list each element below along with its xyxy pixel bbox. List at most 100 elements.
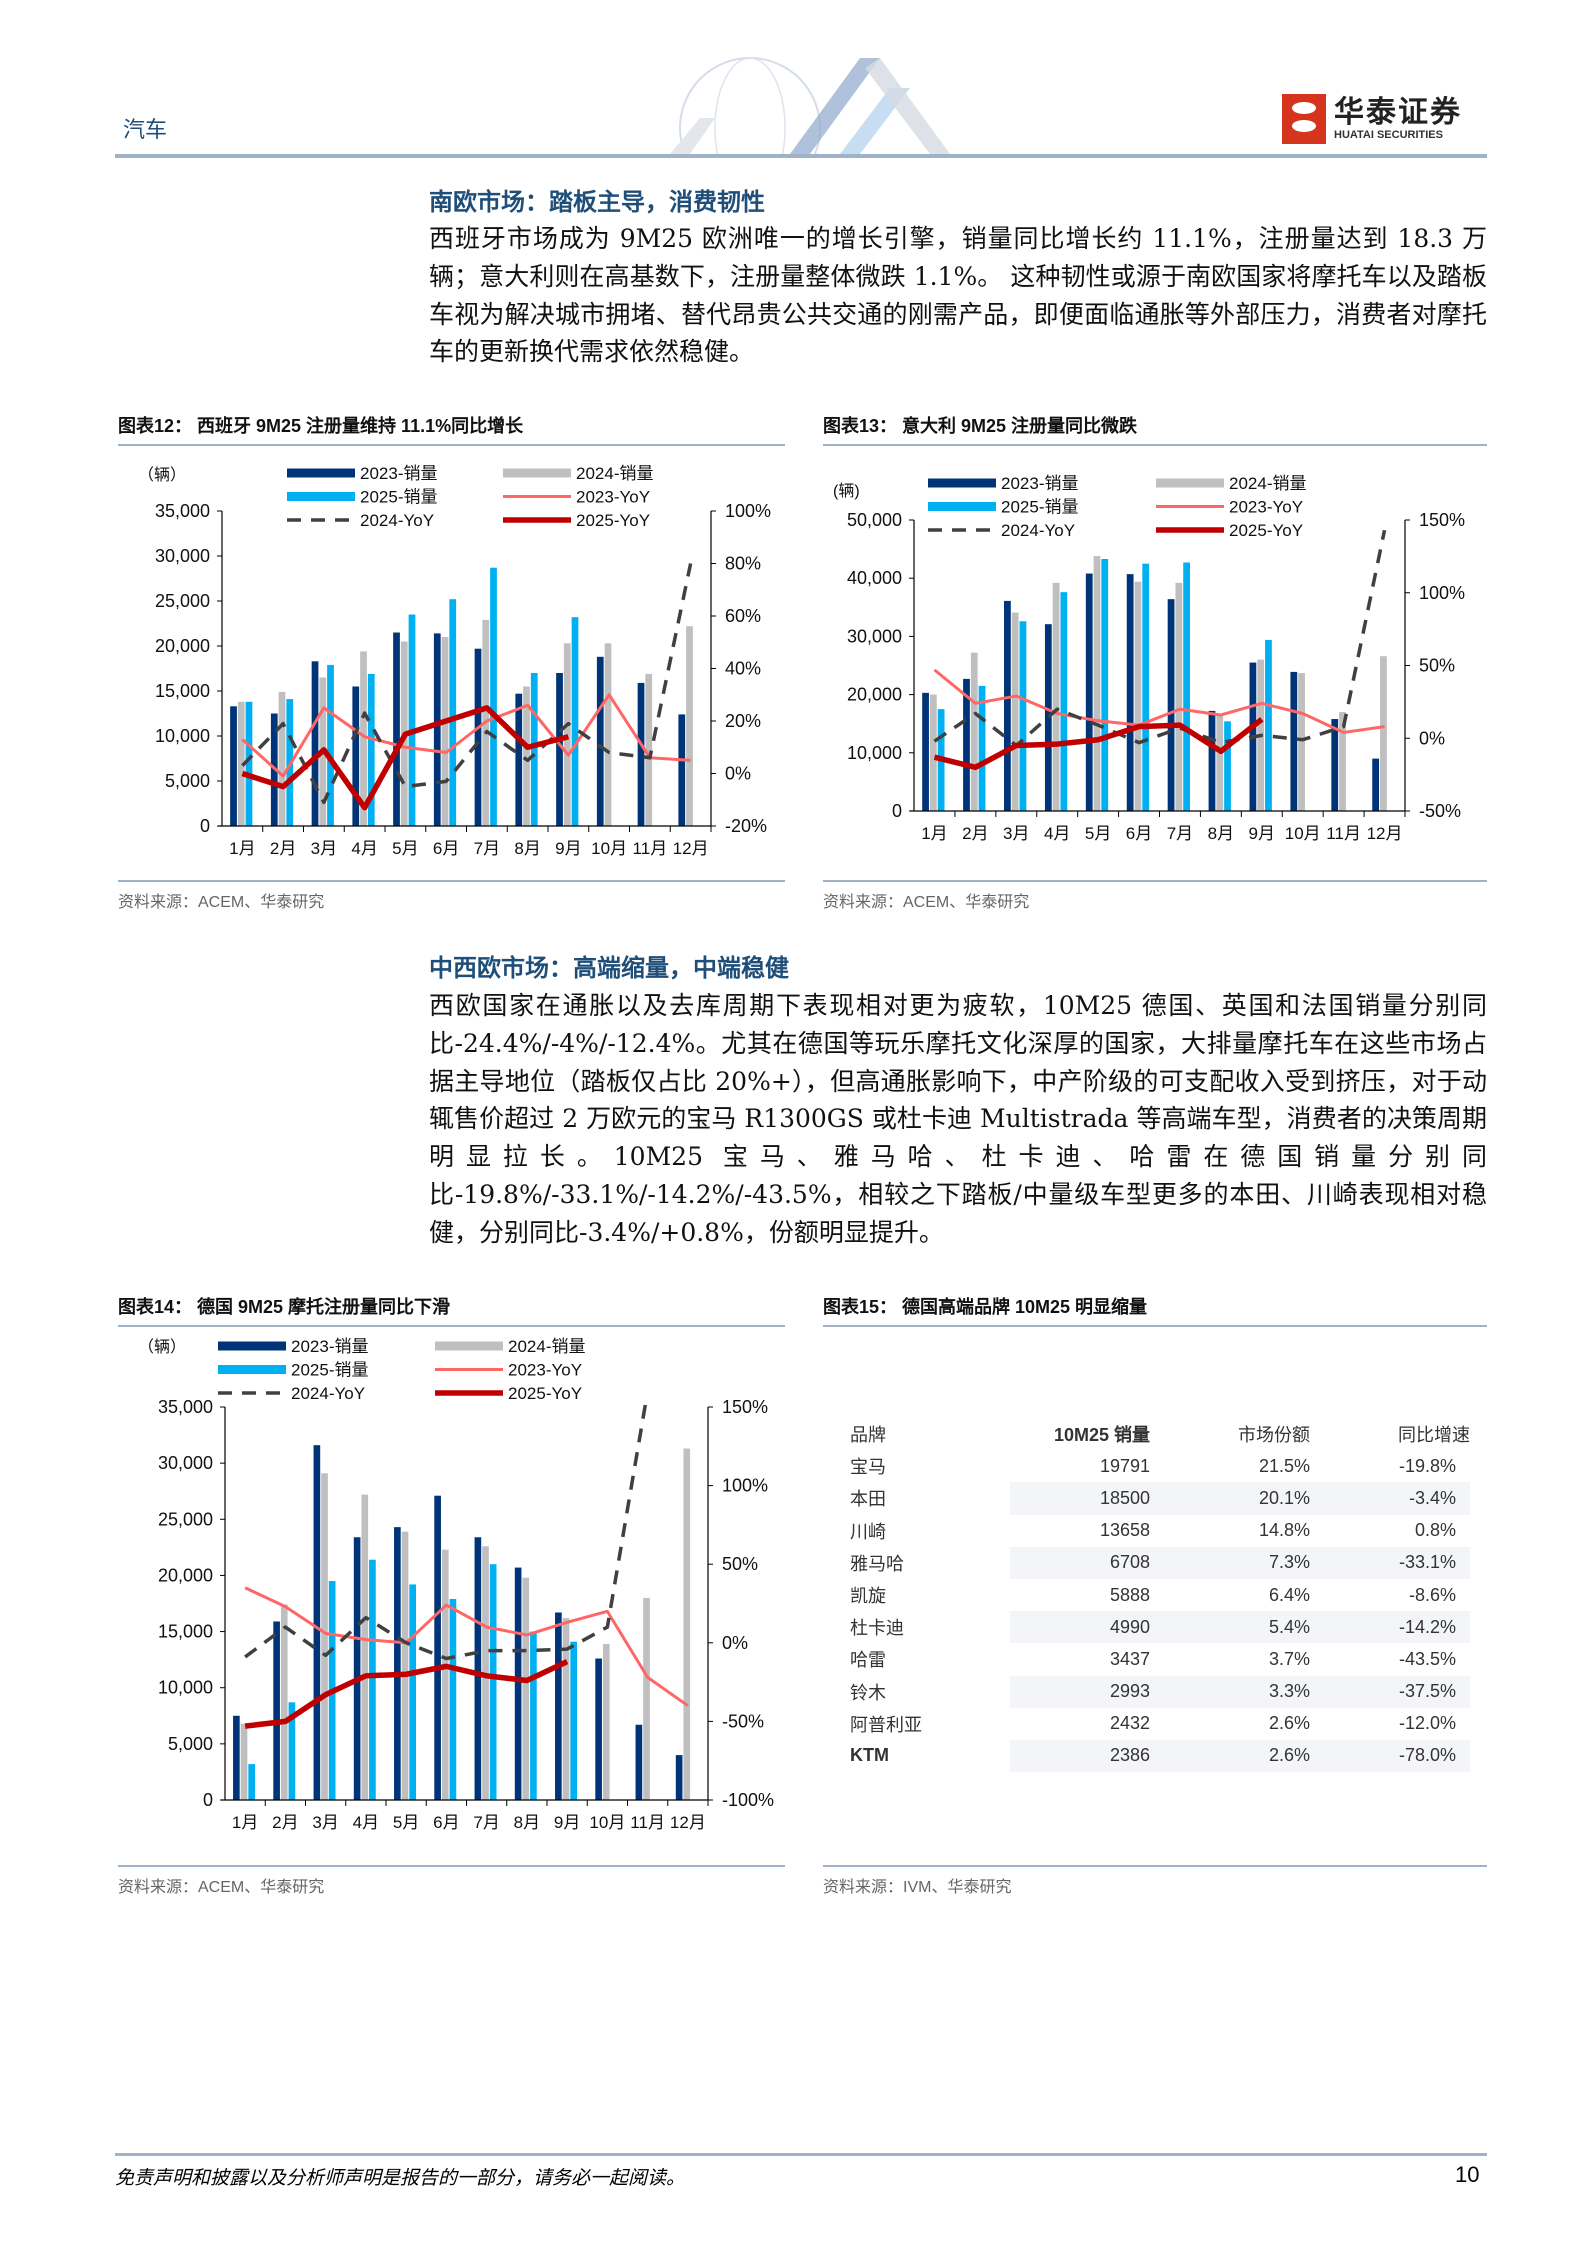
col-brand: 品牌 (850, 1425, 886, 1446)
y2-tick-label: 100% (1419, 583, 1465, 603)
table-row: 本田 18500 20.1% -3.4% (850, 1482, 1470, 1515)
header-divider (115, 154, 1487, 158)
bar-2024-销量-6月 (1134, 581, 1142, 811)
bar-2023-销量-5月 (394, 1527, 401, 1800)
brand-name: 宝马 (850, 1457, 886, 1478)
table-header-row: 品牌 10M25 销量 市场份额 同比增速 (850, 1418, 1470, 1450)
bar-2024-销量-7月 (1175, 582, 1183, 811)
y2-tick-label: 80% (725, 554, 761, 574)
y2-tick-label: -50% (722, 1711, 764, 1731)
bar-2024-销量-2月 (280, 1604, 288, 1800)
bar-2025-销量-7月 (1183, 562, 1191, 811)
line-2025-YoY (933, 717, 1264, 771)
line-2024-YoY (933, 529, 1387, 748)
brand-yoy: -19.8% (1398, 1455, 1456, 1476)
germany-brand-table: 品牌 10M25 销量 市场份额 同比增速 宝马 19791 21.5% -19.8%… (850, 1418, 1470, 1773)
bar-2024-销量-8月 (522, 1577, 530, 1800)
brand-name: 哈雷 (850, 1650, 886, 1671)
bar-2025-销量-6月 (449, 1599, 457, 1800)
y-tick-label: 50,000 (847, 510, 902, 530)
bar-2023-销量-8月 (514, 1567, 522, 1800)
figure-14-title: 图表14： 德国 9M25 摩托注册量同比下滑 (118, 1293, 785, 1327)
y2-tick-label: 100% (725, 501, 771, 521)
bar-2024-销量-11月 (645, 673, 653, 826)
legend-label: 2025-销量 (291, 1361, 368, 1380)
bar-2023-销量-4月 (353, 1537, 361, 1800)
y-tick-label: 20,000 (847, 685, 902, 705)
brand-yoy: -14.2% (1310, 1611, 1470, 1644)
brand-yoy: 0.8% (1414, 1520, 1456, 1541)
section-heading-south-europe: 南欧市场：踏板主导，消费韧性 (429, 187, 765, 216)
y-tick-label: 30,000 (158, 1453, 213, 1473)
legend-label: 2024-YoY (360, 511, 434, 530)
y-tick-label: 20,000 (158, 1565, 213, 1585)
bar-2024-销量-12月 (686, 626, 693, 826)
bar-2024-销量-4月 (1052, 582, 1060, 811)
x-tick-label: 10月 (591, 839, 627, 858)
brand-sales: 2386 (1010, 1739, 1150, 1773)
bar-2023-销量-12月 (675, 1755, 683, 1800)
x-tick-label: 3月 (311, 839, 337, 858)
bar-2024-销量-10月 (1298, 673, 1305, 811)
bar-2025-销量-2月 (288, 1702, 296, 1800)
brand-share: 2.6% (1150, 1739, 1310, 1773)
legend-label: 2023-销量 (1001, 474, 1078, 493)
line-2025-YoY (244, 1659, 569, 1729)
table-row: 雅马哈 6708 7.3% -33.1% (850, 1546, 1470, 1579)
figure-15-source: 资料来源：IVM、华泰研究 (823, 1865, 1487, 1897)
line-2023-YoY (244, 1586, 689, 1707)
brand-sales: 6708 (1010, 1546, 1150, 1579)
x-tick-label: 5月 (1085, 824, 1111, 843)
y2-tick-label: 150% (722, 1397, 768, 1417)
section-heading-central-west-europe: 中西欧市场：高端缩量，中端稳健 (429, 953, 789, 982)
legend-label: 2023-销量 (291, 1337, 368, 1356)
bar-2023-销量-10月 (596, 656, 604, 826)
col-share: 市场份额 (1238, 1425, 1310, 1446)
brand-yoy: -43.5% (1398, 1648, 1456, 1669)
bar-2025-销量-4月 (369, 1559, 376, 1800)
bar-2023-销量-2月 (963, 678, 970, 811)
figure-15-title: 图表15： 德国高端品牌 10M25 明显缩量 (823, 1293, 1487, 1327)
section-body-south-europe: 西班牙市场成为 9M25 欧洲唯一的增长引擎，销量同比增长约 11.1%，注册量… (429, 224, 1487, 367)
bar-2023-销量-3月 (1004, 600, 1011, 811)
huatai-logo: 华泰证券 HUATAI SECURITIES (1282, 92, 1492, 146)
bar-2025-销量-8月 (1224, 721, 1231, 811)
y-tick-label: 25,000 (155, 591, 210, 611)
bar-2023-销量-9月 (556, 673, 563, 826)
legend-label: 2025-销量 (1001, 498, 1078, 517)
table-row: 凯旋 5888 6.4% -8.6% (850, 1579, 1470, 1611)
bar-2023-销量-2月 (273, 1621, 280, 1800)
x-tick-label: 8月 (514, 1813, 540, 1832)
y-tick-label: 30,000 (155, 546, 210, 566)
bar-2024-销量-4月 (360, 651, 367, 826)
bar-2023-销量-7月 (474, 1537, 482, 1800)
bar-2023-销量-11月 (635, 1724, 643, 1800)
brand-name: 铃木 (850, 1682, 886, 1703)
bar-2024-销量-2月 (278, 691, 286, 826)
table-row: 铃木 2993 3.3% -37.5% (850, 1675, 1470, 1708)
y-tick-label: 5,000 (165, 771, 210, 791)
banner-globe-graphic (670, 57, 950, 154)
x-tick-label: 9月 (555, 839, 581, 858)
y2-tick-label: 0% (725, 764, 751, 784)
bar-2024-销量-11月 (643, 1597, 650, 1800)
y-tick-label: 25,000 (158, 1509, 213, 1529)
y-tick-label: 5,000 (168, 1734, 213, 1754)
x-tick-label: 7月 (474, 839, 500, 858)
col-sales: 10M25 销量 (1053, 1425, 1150, 1446)
bar-2023-销量-1月 (922, 692, 929, 811)
bar-2023-销量-3月 (313, 1445, 321, 1800)
y-tick-label: 0 (200, 816, 210, 836)
legend-label: 2025-YoY (508, 1384, 582, 1403)
col-yoy: 同比增速 (1398, 1425, 1470, 1446)
bar-2024-销量-12月 (1380, 656, 1387, 811)
brand-yoy: -8.6% (1408, 1584, 1456, 1605)
brand-name: KTM (850, 1745, 889, 1766)
x-tick-label: 1月 (921, 824, 947, 843)
legend-label: 2025-YoY (576, 511, 650, 530)
figure-12-title: 图表12： 西班牙 9M25 注册量维持 11.1%同比增长 (118, 412, 785, 446)
x-tick-label: 1月 (229, 839, 255, 858)
bar-2025-销量-6月 (1142, 563, 1150, 811)
bar-2024-销量-11月 (1339, 712, 1346, 811)
bar-2023-销量-6月 (433, 633, 441, 826)
